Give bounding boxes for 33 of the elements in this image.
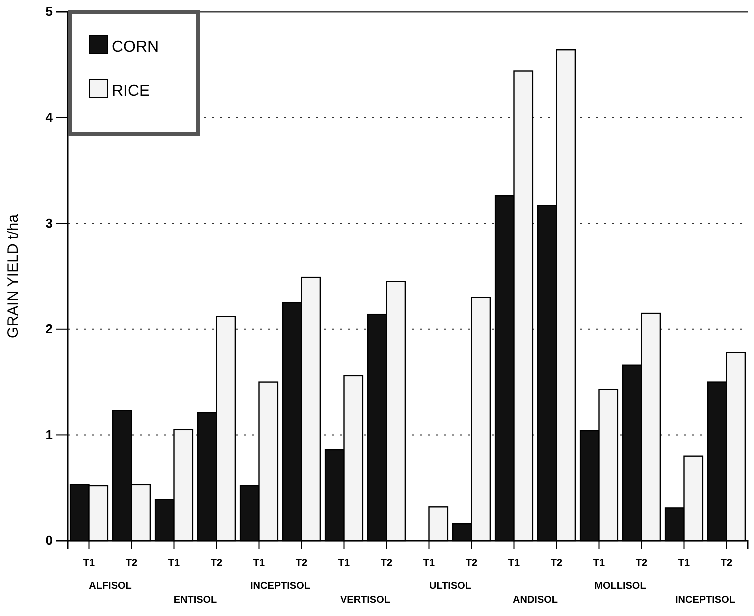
x-tick-label: T2 bbox=[210, 558, 224, 570]
text: ULTISOL bbox=[429, 581, 472, 592]
text: VERTISOL bbox=[340, 595, 391, 606]
x-tick-label: T1 bbox=[253, 558, 266, 570]
text: INCEPTISOL bbox=[675, 595, 736, 606]
y-tick-label: 4 bbox=[46, 110, 54, 125]
y-tick-label: 0 bbox=[46, 533, 53, 548]
x-tick-label: T2 bbox=[550, 558, 564, 570]
y-tick-label: 5 bbox=[46, 4, 53, 20]
y-axis-title: GRAIN YIELD t/ha bbox=[5, 214, 22, 338]
x-tick-label: T1 bbox=[423, 558, 436, 570]
text: ANDISOL bbox=[513, 595, 558, 606]
x-tick-label: T1 bbox=[168, 558, 181, 570]
x-tick-label: T1 bbox=[338, 558, 351, 570]
x-tick-label: T2 bbox=[636, 558, 648, 570]
x-tick-label: T2 bbox=[296, 558, 308, 570]
y-tick-label: 3 bbox=[46, 216, 53, 231]
text: ALFISOL bbox=[89, 581, 132, 592]
text: MOLLISOL bbox=[594, 581, 646, 592]
x-tick-label: T2 bbox=[720, 558, 734, 570]
legend-label: CORN bbox=[112, 39, 160, 56]
x-tick-label: T1 bbox=[508, 558, 521, 570]
y-tick-label: 2 bbox=[46, 322, 53, 337]
x-tick-label: T2 bbox=[466, 558, 478, 570]
y-tick-label: 1 bbox=[46, 427, 53, 442]
x-tick-label: T1 bbox=[593, 558, 606, 570]
text: INCEPTISOL bbox=[250, 581, 311, 592]
x-tick-label: T1 bbox=[678, 558, 691, 570]
text: ENTISOL bbox=[174, 595, 218, 606]
legend-label: RICE bbox=[112, 83, 150, 100]
x-tick-label: T2 bbox=[126, 558, 138, 570]
x-tick-label: T1 bbox=[83, 558, 96, 570]
x-tick-label: T2 bbox=[380, 558, 394, 570]
